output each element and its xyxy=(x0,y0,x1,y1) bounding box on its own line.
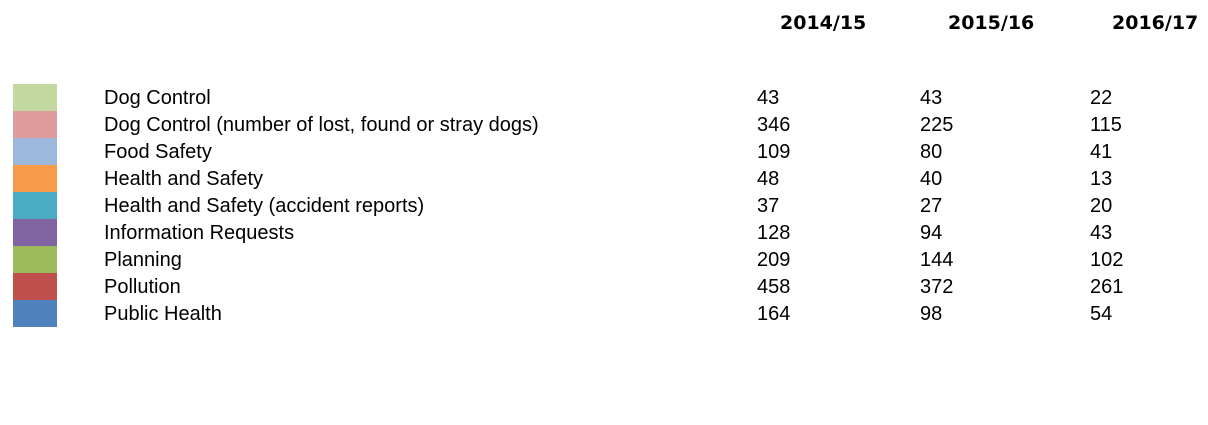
row-label: Dog Control (number of lost, found or st… xyxy=(104,114,539,136)
cell-value: 20 xyxy=(1090,195,1113,217)
color-swatch xyxy=(13,111,57,138)
color-swatch xyxy=(13,138,57,165)
cell-value: 128 xyxy=(757,222,791,244)
cell-value: 27 xyxy=(920,195,943,217)
cell-value: 54 xyxy=(1090,303,1113,325)
cell-value: 43 xyxy=(757,87,780,109)
cell-value: 43 xyxy=(1090,222,1113,244)
cell-value: 209 xyxy=(757,249,791,271)
cell-value: 144 xyxy=(920,249,954,271)
cell-value: 40 xyxy=(920,168,943,190)
cell-value: 22 xyxy=(1090,87,1113,109)
column-header: 2016/17 xyxy=(1112,12,1199,34)
cell-value: 94 xyxy=(920,222,943,244)
color-swatch xyxy=(13,219,57,246)
cell-value: 115 xyxy=(1090,114,1122,136)
cell-value: 13 xyxy=(1090,168,1113,190)
cell-value: 41 xyxy=(1090,141,1113,163)
cell-value: 261 xyxy=(1090,276,1124,298)
cell-value: 98 xyxy=(920,303,943,325)
row-label: Pollution xyxy=(104,276,181,298)
column-header: 2014/15 xyxy=(780,12,867,34)
row-label: Health and Safety xyxy=(104,168,263,190)
row-label: Food Safety xyxy=(104,141,212,163)
cell-value: 225 xyxy=(920,114,954,136)
cell-value: 164 xyxy=(757,303,791,325)
color-swatch xyxy=(13,300,57,327)
cell-value: 80 xyxy=(920,141,943,163)
row-label: Dog Control xyxy=(104,87,211,109)
cell-value: 102 xyxy=(1090,249,1124,271)
cell-value: 372 xyxy=(920,276,954,298)
row-label: Public Health xyxy=(104,303,222,325)
color-swatch xyxy=(13,84,57,111)
color-swatch xyxy=(13,273,57,300)
row-label: Health and Safety (accident reports) xyxy=(104,195,425,217)
cell-value: 458 xyxy=(757,276,791,298)
cell-value: 109 xyxy=(757,141,791,163)
cell-value: 43 xyxy=(920,87,943,109)
cell-value: 346 xyxy=(757,114,791,136)
cell-value: 37 xyxy=(757,195,780,217)
cell-value: 48 xyxy=(757,168,780,190)
row-label: Planning xyxy=(104,249,182,271)
color-swatch xyxy=(13,246,57,273)
color-swatch xyxy=(13,192,57,219)
color-swatch xyxy=(13,165,57,192)
row-label: Information Requests xyxy=(104,222,295,244)
column-header: 2015/16 xyxy=(948,12,1035,34)
